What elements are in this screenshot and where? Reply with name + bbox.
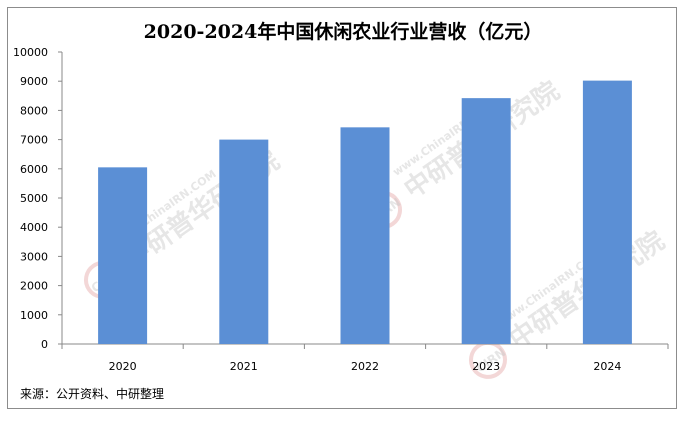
- y-tick-label: 0: [41, 338, 48, 351]
- x-tick-label: 2021: [230, 360, 258, 373]
- y-tick-label: 1000: [20, 309, 48, 322]
- y-tick-label: 4000: [20, 221, 48, 234]
- x-tick-label: 2023: [472, 360, 500, 373]
- source-note: 来源：公开资料、中研整理: [20, 387, 165, 401]
- bar-2020: [98, 167, 148, 344]
- x-tick-label: 2022: [351, 360, 379, 373]
- y-tick-label: 8000: [20, 104, 48, 117]
- chart-title: 2020-2024年中国休闲农业行业营收（亿元）: [143, 21, 543, 43]
- bar-2023: [461, 98, 511, 344]
- bar-2021: [219, 139, 269, 344]
- bar-2022: [340, 127, 390, 344]
- y-tick-label: 6000: [20, 163, 48, 176]
- x-tick-label: 2024: [593, 360, 621, 373]
- bar-2024: [582, 80, 632, 344]
- y-tick-label: 5000: [20, 192, 48, 205]
- y-tick-label: 7000: [20, 134, 48, 147]
- x-tick-label: 2020: [109, 360, 137, 373]
- y-tick-label: 10000: [13, 46, 48, 59]
- y-tick-label: 9000: [20, 75, 48, 88]
- y-tick-label: 2000: [20, 280, 48, 293]
- bars: 2020 2021 2022 2023 2024: [98, 80, 632, 373]
- y-tick-label: 3000: [20, 250, 48, 263]
- watermark-logo-ring: [468, 340, 507, 379]
- axes: 0 1000 2000 3000 4000 5000 6000 7000 8000 9000 100…: [13, 46, 669, 351]
